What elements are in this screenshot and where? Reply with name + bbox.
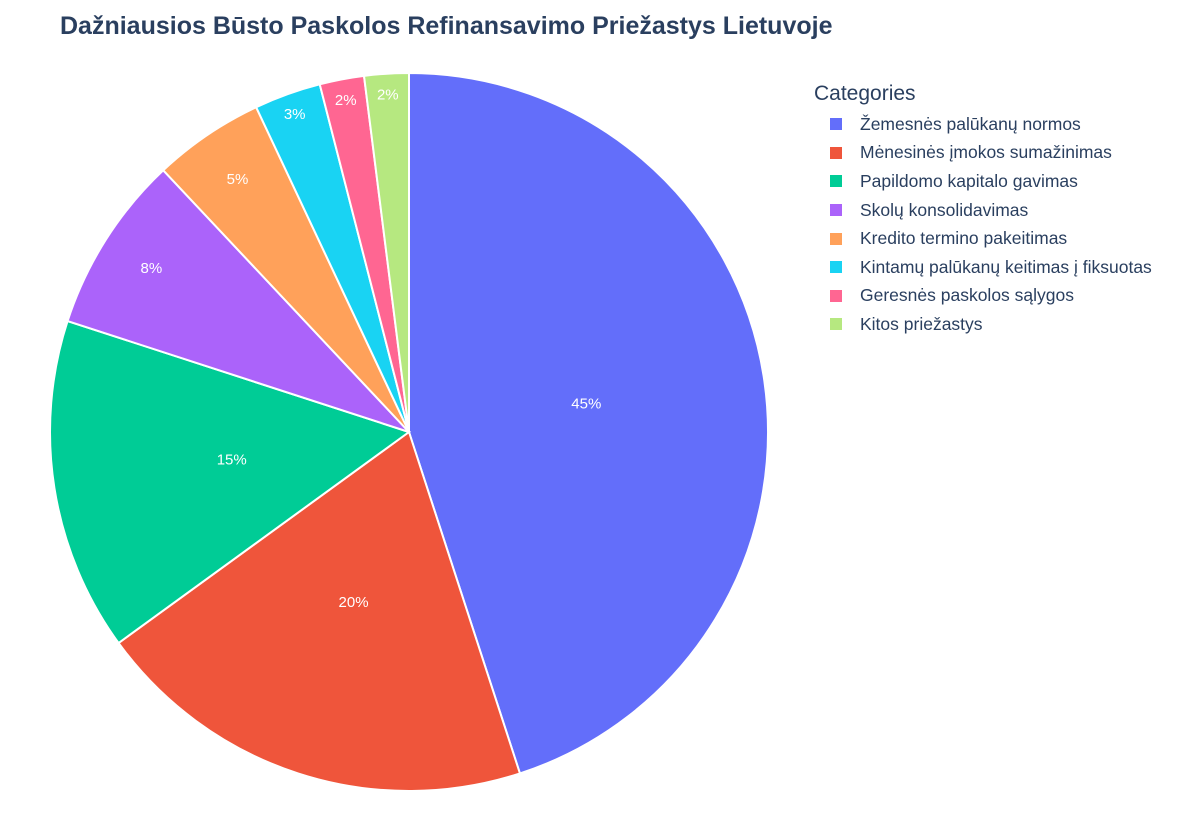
slice-label: 8% [141,260,163,277]
legend-item[interactable]: Papildomo kapitalo gavimas [814,167,1194,196]
legend-item[interactable]: Kintamų palūkanų keitimas į fiksuotas [814,253,1194,282]
legend-label: Papildomo kapitalo gavimas [860,170,1078,191]
legend-swatch [830,232,842,245]
slice-label: 2% [377,87,399,104]
pie-slice[interactable] [117,430,522,792]
legend-label: Geresnės paskolos sąlygos [860,285,1074,306]
slice-label: 3% [284,106,306,123]
pie-chart: 45% 20% 15% 8% 5% 3% 2% 2% [49,71,769,792]
pie-slice[interactable] [66,168,410,433]
slice-label: 45% [571,395,601,412]
legend-swatch [830,118,842,131]
legend-title: Categories [814,82,916,105]
pie-slice[interactable] [408,71,769,775]
legend-item[interactable]: Geresnės paskolos sąlygos [814,282,1194,311]
chart-title: Dažniausios Būsto Paskolos Refinansavimo… [60,12,833,40]
legend-item[interactable]: Skolų konsolidavimas [814,196,1194,225]
legend-label: Žemesnės palūkanų normos [860,113,1081,134]
legend-label: Kintamų palūkanų keitimas į fiksuotas [860,256,1152,277]
legend-swatch [830,175,842,188]
legend-item[interactable]: Kitos priežastys [814,310,1194,339]
slice-label: 15% [217,452,247,469]
legend-swatch [830,289,842,302]
legend-item[interactable]: Žemesnės palūkanų normos [814,110,1194,139]
legend-label: Mėnesinės įmokos sumažinimas [860,142,1112,163]
legend-label: Skolų konsolidavimas [860,199,1029,220]
legend-swatch [830,318,842,331]
slice-label: 20% [339,594,369,611]
legend-item[interactable]: Kredito termino pakeitimas [814,224,1194,253]
slice-label: 2% [335,92,357,109]
pie-slice[interactable] [362,71,410,433]
legend-swatch [830,146,842,159]
legend-label: Kitos priežastys [860,313,983,334]
pie-slice[interactable] [49,319,412,645]
legend-swatch [830,261,842,274]
slice-label: 5% [227,171,249,188]
legend-label: Kredito termino pakeitimas [860,228,1068,249]
legend-item[interactable]: Mėnesinės įmokos sumažinimas [814,139,1194,168]
legend-swatch [830,204,842,217]
legend: Categories Žemesnės palūkanų normos Mėnes… [814,82,1194,339]
